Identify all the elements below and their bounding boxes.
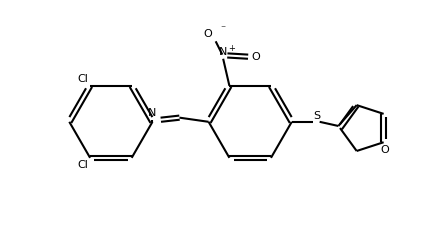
Text: O: O bbox=[380, 145, 389, 155]
Text: N: N bbox=[219, 47, 227, 57]
Text: +: + bbox=[228, 44, 235, 52]
Text: Cl: Cl bbox=[77, 74, 88, 84]
Text: ⁻: ⁻ bbox=[221, 24, 226, 34]
Text: S: S bbox=[314, 111, 321, 121]
Text: N: N bbox=[148, 109, 156, 118]
Text: O: O bbox=[251, 52, 260, 62]
Text: Cl: Cl bbox=[77, 160, 88, 170]
Text: O: O bbox=[204, 29, 212, 39]
